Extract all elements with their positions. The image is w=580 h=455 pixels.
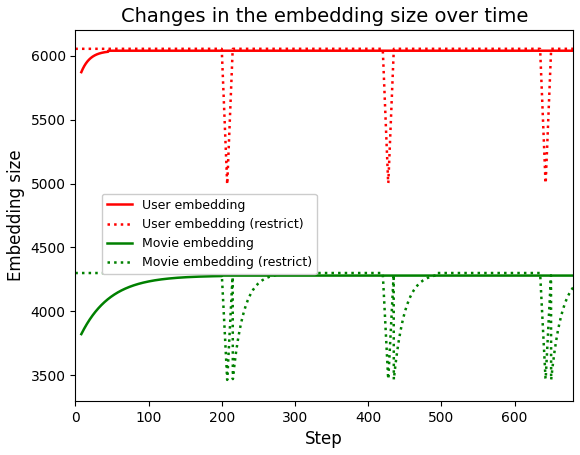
User embedding — [158, 48, 165, 53]
Movie embedding — [158, 277, 165, 282]
Movie embedding (restrict) — [284, 270, 291, 276]
Movie embedding — [263, 273, 270, 278]
Movie embedding — [560, 273, 567, 278]
X-axis label: Step: Step — [305, 430, 343, 448]
User embedding — [129, 48, 136, 53]
Movie embedding (restrict) — [560, 305, 567, 311]
Line: Movie embedding: Movie embedding — [81, 276, 573, 334]
Movie embedding (restrict) — [158, 270, 165, 276]
User embedding — [560, 48, 567, 53]
Movie embedding (restrict) — [72, 270, 79, 276]
User embedding (restrict) — [129, 46, 136, 51]
User embedding (restrict) — [506, 46, 513, 51]
Line: Movie embedding (restrict): Movie embedding (restrict) — [75, 273, 573, 380]
User embedding (restrict) — [284, 46, 291, 51]
User embedding — [570, 48, 577, 53]
Movie embedding — [570, 273, 577, 278]
Movie embedding (restrict) — [570, 285, 577, 290]
Title: Changes in the embedding size over time: Changes in the embedding size over time — [121, 7, 528, 26]
Movie embedding — [506, 273, 513, 278]
Movie embedding (restrict) — [263, 275, 270, 281]
Movie embedding (restrict) — [129, 270, 136, 276]
User embedding (restrict) — [560, 46, 567, 51]
User embedding (restrict) — [158, 46, 165, 51]
User embedding (restrict) — [224, 182, 231, 187]
User embedding (restrict) — [263, 46, 270, 51]
User embedding (restrict) — [570, 46, 577, 51]
User embedding — [284, 48, 291, 53]
Movie embedding (restrict) — [224, 377, 231, 383]
Movie embedding — [284, 273, 291, 278]
User embedding — [263, 48, 270, 53]
Line: User embedding: User embedding — [81, 51, 573, 72]
Movie embedding — [129, 283, 136, 288]
User embedding — [506, 48, 513, 53]
Y-axis label: Embedding size: Embedding size — [7, 150, 25, 281]
Legend: User embedding, User embedding (restrict), Movie embedding, Movie embedding (res: User embedding, User embedding (restrict… — [102, 194, 317, 274]
User embedding (restrict) — [72, 46, 79, 51]
Movie embedding (restrict) — [506, 270, 513, 276]
Line: User embedding (restrict): User embedding (restrict) — [75, 49, 573, 184]
